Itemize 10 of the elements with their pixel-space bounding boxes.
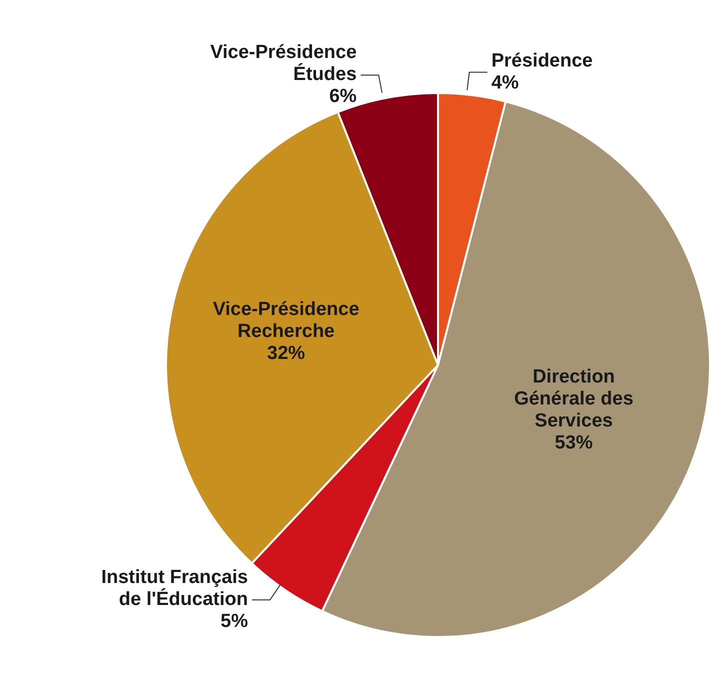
slice-label: Vice-Présidence Recherche — [212, 298, 360, 342]
slice-label: Présidence — [491, 50, 593, 72]
slice-label: Direction Générale des Services — [514, 366, 634, 432]
slice-label: Institut Français de l'Éducation — [101, 566, 248, 610]
data-label: 53% — [554, 432, 593, 454]
data-label: 4% — [491, 72, 519, 94]
slice-label: Vice-Présidence Études — [210, 42, 357, 86]
data-label: 6% — [329, 86, 357, 108]
data-label: 32% — [267, 342, 306, 364]
data-label: 5% — [220, 610, 248, 632]
